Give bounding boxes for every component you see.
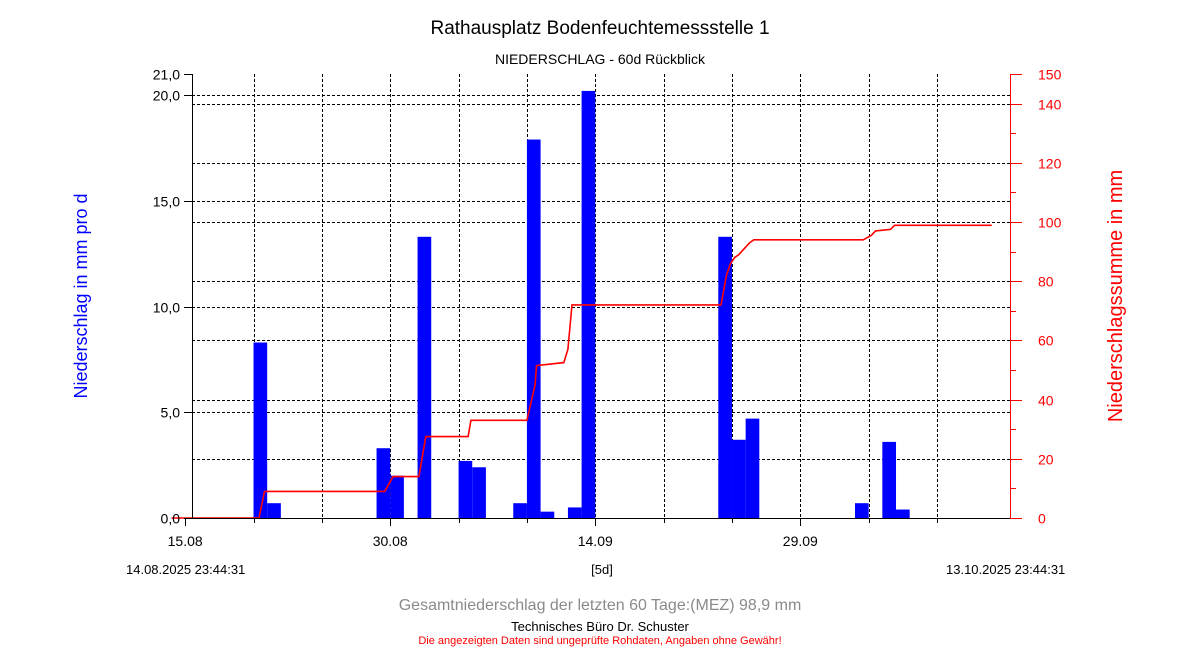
bar [526,139,541,519]
y2-tick-label: 120 [1038,156,1062,172]
cumulative-line [171,224,992,519]
y2-tick-label: 140 [1038,97,1062,113]
y2-tick-label: 80 [1038,274,1054,290]
bar [513,503,527,518]
range-start-date: 14.08.2025 23:44:31 [126,562,246,577]
chart-title: Rathausplatz Bodenfeuchtemessstelle 1 [430,18,770,39]
bar [896,509,910,518]
bar [472,467,486,518]
cumulative-series [171,224,992,519]
x-tick-label: 30.08 [373,533,408,549]
bar [267,503,281,518]
y2-tick-label: 150 [1038,67,1062,83]
x-tick-label: 29.09 [783,533,818,549]
bar [745,418,760,518]
disclaimer: Die angezeigten Daten sind ungeprüfte Ro… [418,635,782,647]
x-tick-label: 15.08 [168,533,203,549]
y-tick-label: 15,0 [153,194,180,210]
bar [567,507,582,518]
y-tick-label: 21,0 [153,67,180,83]
y-tick-label: 10,0 [153,300,180,316]
bar [253,342,268,518]
y-axis-label: Niederschlag in mm pro d [71,193,91,398]
y-tick-label: 0,0 [161,511,181,527]
axes [184,74,1022,526]
range-end-date: 13.10.2025 23:44:31 [946,562,1066,577]
chart-subtitle: NIEDERSCHLAG - 60d Rückblick [494,51,706,67]
bar [882,441,897,518]
bar [855,503,869,518]
y2-tick-label: 40 [1038,393,1054,409]
bar [718,236,732,519]
grid-step-label: [5d] [591,562,613,577]
bar [417,236,432,519]
y2-axis-label: Niederschlagssumme in mm [1105,170,1127,422]
y2-tick-label: 0 [1038,511,1046,527]
y-tick-label: 5,0 [161,405,181,421]
bar [540,511,555,518]
grid-lines [192,74,1010,518]
total-precipitation: Gesamtniederschlag der letzten 60 Tage:(… [398,597,802,614]
bar [376,448,391,518]
x-tick-label: 14.09 [578,533,613,549]
y2-tick-label: 100 [1038,215,1062,231]
y2-tick-label: 60 [1038,333,1054,349]
bar-series [253,90,910,519]
y-tick-label: 20,0 [153,88,180,104]
bar [458,460,473,518]
bar [731,439,746,518]
bar [390,475,404,518]
tick-labels: 0,0 5,0 10,0 15,0 20,0 21,0 0 20 40 60 80 100 120 140… [153,67,1062,550]
y2-tick-label: 20 [1038,452,1054,468]
company-name: Technisches Büro Dr. Schuster [511,619,689,634]
